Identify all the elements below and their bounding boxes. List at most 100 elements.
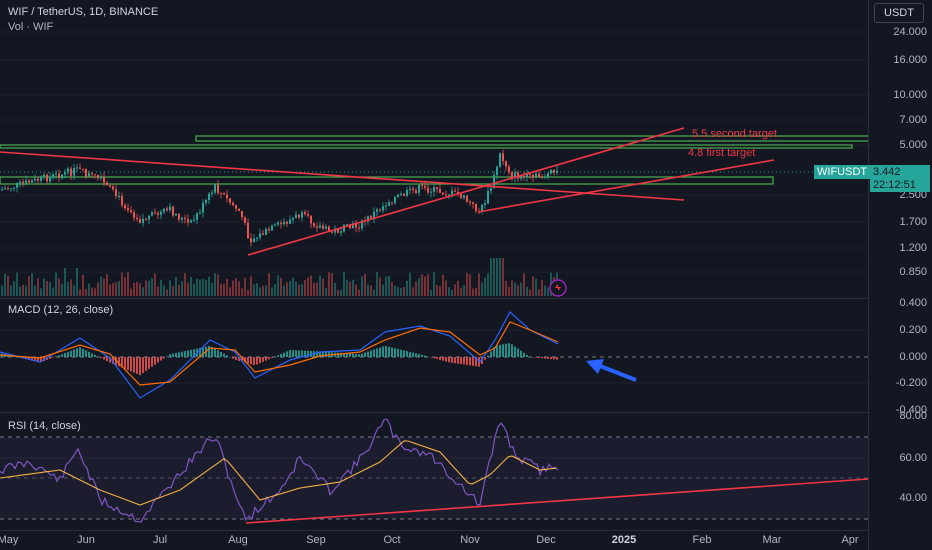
ascending-channel-line[interactable]	[477, 159, 775, 213]
support-zone[interactable]	[0, 176, 774, 185]
macd-histogram-bar	[241, 357, 243, 362]
candle-body	[187, 219, 189, 223]
rsi-legend[interactable]: RSI (14, close)	[8, 420, 81, 432]
first-target-label[interactable]: 4.8 first target	[688, 147, 756, 159]
candle-body	[97, 175, 99, 179]
macd-histogram-bar	[172, 353, 174, 357]
candle-body	[448, 194, 450, 196]
volume-bar	[496, 258, 498, 296]
volume-bar	[538, 289, 540, 296]
macd-legend[interactable]: MACD (12, 26, close)	[8, 304, 114, 316]
candle-body	[322, 225, 324, 229]
volume-bar	[109, 284, 111, 296]
candle-body	[349, 224, 351, 229]
price-tick: 16.000	[893, 54, 927, 66]
macd-histogram-bar	[163, 357, 165, 359]
rsi-support-line[interactable]	[245, 478, 868, 524]
rsi-pane-separator[interactable]	[0, 412, 868, 413]
price-axis[interactable]: USDT 24.000 16.000 10.000 7.000 5.000 2.…	[868, 0, 932, 550]
candle-body	[73, 168, 75, 176]
candle-body	[391, 202, 393, 204]
volume-bar	[232, 280, 234, 296]
macd-histogram-bar	[55, 356, 57, 357]
macd-histogram-bar	[469, 357, 471, 366]
volume-bar	[340, 289, 342, 296]
volume-bar	[427, 274, 429, 296]
target-zone-upper[interactable]	[195, 135, 868, 142]
volume-bar	[229, 287, 231, 296]
candle-body	[127, 208, 129, 211]
macd-histogram-bar	[412, 352, 414, 357]
volume-bar	[10, 285, 12, 296]
volume-bar	[196, 278, 198, 296]
volume-bar	[358, 289, 360, 296]
macd-histogram-bar	[199, 347, 201, 357]
volume-bar	[511, 280, 513, 296]
candle-body	[247, 222, 249, 239]
volume-bar	[388, 275, 390, 296]
volume-bar	[214, 273, 216, 296]
candle-body	[136, 217, 138, 220]
volume-bar	[139, 283, 141, 296]
annotation-arrow[interactable]	[586, 359, 637, 382]
volume-bar	[37, 278, 39, 296]
candle-body	[310, 215, 312, 224]
bar-countdown-tag: 22:12:51	[870, 178, 930, 192]
macd-tick: 0.400	[899, 297, 927, 309]
candle-body	[34, 178, 36, 181]
macd-histogram-bar	[244, 357, 246, 363]
volume-bar	[298, 284, 300, 296]
macd-histogram-bar	[493, 347, 495, 357]
volume-bar	[265, 285, 267, 296]
macd-histogram-bar	[127, 357, 129, 371]
macd-histogram-bar	[460, 357, 462, 365]
currency-button[interactable]: USDT	[874, 3, 924, 23]
target-zone-first[interactable]	[0, 144, 853, 149]
volume-bar	[157, 286, 159, 296]
macd-histogram-bar	[541, 357, 543, 359]
macd-histogram-bar	[403, 350, 405, 357]
candle-body	[88, 173, 90, 177]
macd-histogram-bar	[193, 349, 195, 357]
volume-legend[interactable]: Vol · WIF	[8, 21, 54, 33]
second-target-label[interactable]: 5.5 second target	[692, 128, 778, 140]
candle-body	[10, 188, 12, 190]
volume-bar	[277, 275, 279, 296]
volume-bar	[28, 276, 30, 296]
candle-body	[7, 188, 9, 190]
candle-body	[133, 212, 135, 218]
candle-body	[499, 153, 501, 167]
volume-bar	[127, 272, 129, 296]
volume-bar	[124, 277, 126, 296]
last-price-tag[interactable]: 3.442	[870, 165, 930, 179]
ascending-support-line[interactable]	[247, 127, 685, 256]
volume-bar	[286, 282, 288, 296]
volume-bar	[280, 277, 282, 296]
volume-bar	[187, 282, 189, 296]
volume-bar	[103, 278, 105, 296]
symbol-legend[interactable]: WIF / TetherUS, 1D, BINANCE	[8, 6, 159, 18]
volume-bar	[391, 282, 393, 296]
macd-pane-separator[interactable]	[0, 298, 868, 299]
candle-body	[481, 204, 483, 212]
candle-body	[442, 192, 444, 195]
volume-bar	[484, 277, 486, 296]
macd-histogram-bar	[301, 350, 303, 357]
replay-icon[interactable]	[549, 279, 567, 297]
volume-bar	[241, 288, 243, 296]
volume-bar	[70, 279, 72, 296]
macd-histogram-bar	[526, 354, 528, 357]
volume-bar	[352, 279, 354, 296]
candle-body	[430, 191, 432, 193]
macd-histogram-bar	[490, 351, 492, 357]
macd-histogram-bar	[439, 357, 441, 360]
descending-resistance-line[interactable]	[0, 151, 685, 201]
volume-bar	[7, 275, 9, 296]
candle-body	[145, 218, 147, 220]
volume-bar	[403, 287, 405, 296]
chart-canvas[interactable]	[0, 0, 868, 550]
symbol-price-tag[interactable]: WIFUSDT	[814, 165, 871, 179]
candle-body	[418, 184, 420, 193]
volume-bar	[394, 285, 396, 296]
trendlines[interactable]	[0, 127, 868, 524]
